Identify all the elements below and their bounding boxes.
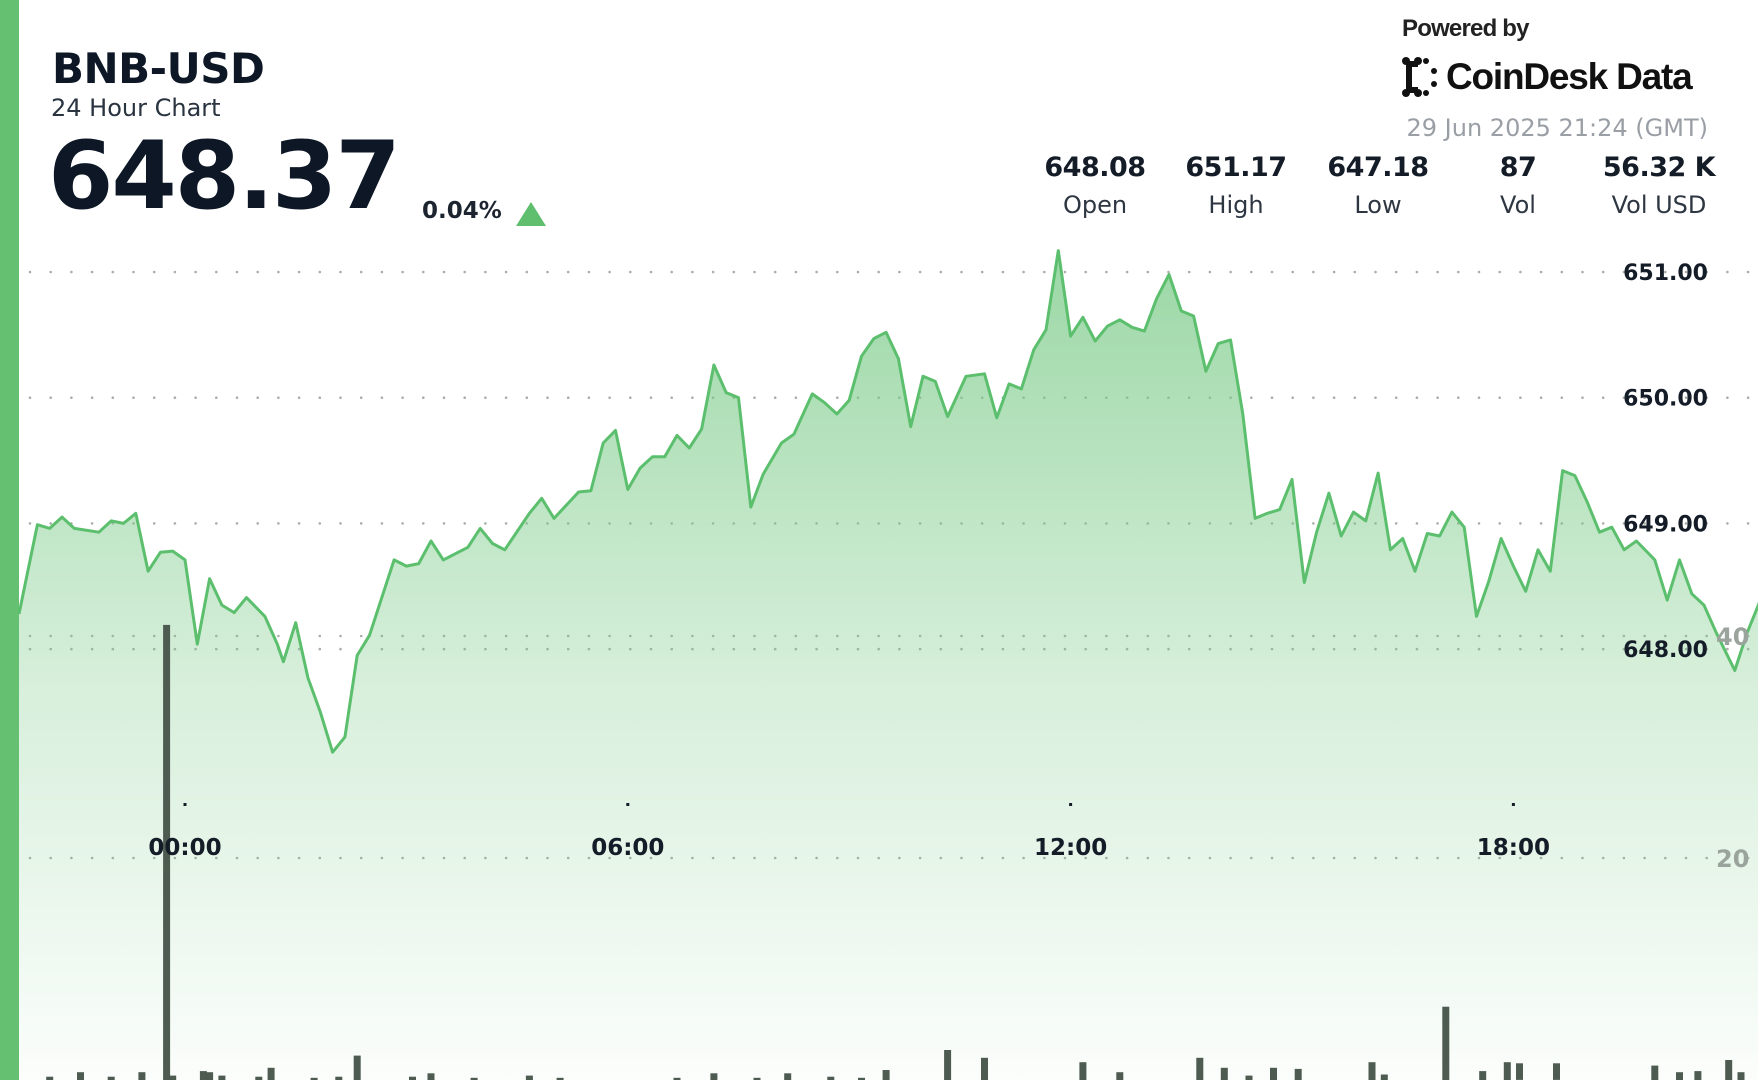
stat-label: Low [1354, 191, 1402, 219]
stat-value: 87 [1499, 152, 1537, 183]
x-tick-mark [1069, 803, 1073, 806]
current-price: 648.37 [48, 122, 401, 231]
volume-bar [163, 624, 171, 1080]
volume-bar [1220, 1067, 1228, 1080]
timestamp: 29 Jun 2025 21:24 (GMT) [1406, 114, 1709, 142]
volume-bar [1368, 1062, 1376, 1080]
volume-bar [944, 1050, 952, 1080]
volume-bar [199, 1071, 207, 1080]
volume-bar [218, 1075, 226, 1080]
accent-bar [0, 0, 19, 1080]
volume-bar [169, 1075, 177, 1080]
powered-by-label: Powered by [1402, 15, 1530, 42]
symbol-title: BNB-USD [52, 44, 265, 93]
volume-bar [753, 1077, 761, 1080]
volume-bar [784, 1073, 792, 1080]
volume-bar [1245, 1075, 1253, 1080]
stat-value: 651.17 [1185, 152, 1287, 183]
price-axis-label: 649.00 [1623, 512, 1708, 537]
stat-label: Open [1062, 191, 1128, 219]
volume-bar [525, 1075, 533, 1080]
volume-bar [310, 1077, 318, 1080]
coindesk-logo-icon [1402, 57, 1437, 97]
volume-bar [138, 1072, 146, 1080]
stat-high: 651.17 High [1161, 152, 1311, 219]
price-gridline [28, 270, 1750, 274]
volume-bar [1196, 1057, 1204, 1080]
volume-bar [427, 1073, 435, 1080]
stat-vol: 87 Vol [1443, 152, 1593, 219]
volume-bar [77, 1072, 84, 1080]
price-axis-label: 650.00 [1623, 387, 1708, 412]
stat-value: 648.08 [1044, 152, 1146, 183]
volume-bar [1503, 1062, 1511, 1080]
stat-vol-usd: 56.32 K Vol USD [1584, 152, 1734, 219]
stat-value: 56.32 K [1602, 152, 1716, 183]
volume-bar [556, 1077, 564, 1080]
time-axis-label: 12:00 [1034, 835, 1107, 861]
volume-bar [409, 1076, 416, 1080]
price-area-fill [19, 250, 1758, 1080]
triangle-up-icon [516, 202, 546, 226]
volume-bar [1294, 1068, 1302, 1080]
volume-bar [255, 1076, 263, 1080]
volume-bar [1270, 1067, 1277, 1080]
volume-bar [1516, 1063, 1523, 1080]
price-axis-label: 651.00 [1623, 261, 1708, 286]
brand-name: CoinDesk Data [1446, 56, 1693, 97]
price-axis-label: 648.00 [1623, 638, 1708, 663]
price-line [17, 249, 1758, 754]
volume-bar [882, 1070, 890, 1080]
time-axis-label: 06:00 [591, 835, 664, 861]
volume-bar [267, 1067, 275, 1080]
volume-bar [858, 1077, 865, 1080]
volume-bar [1479, 1071, 1487, 1080]
volume-axis-label: 40 [1716, 623, 1749, 651]
x-tick-mark [626, 803, 630, 806]
time-axis-label: 18:00 [1477, 835, 1550, 861]
volume-bar [1725, 1060, 1733, 1080]
change-percent: 0.04% [422, 198, 502, 224]
stat-label: Vol USD [1611, 191, 1707, 219]
volume-bar [353, 1055, 361, 1080]
volume-bar [1116, 1072, 1124, 1080]
volume-bar [710, 1073, 718, 1080]
x-tick-mark [1511, 803, 1515, 806]
stat-label: High [1208, 191, 1264, 219]
volume-axis-label: 20 [1716, 845, 1749, 873]
volume-bar [335, 1076, 343, 1080]
stat-label: Vol [1500, 191, 1536, 219]
volume-bar [981, 1057, 988, 1080]
volume-bar [1676, 1072, 1683, 1080]
volume-bar [1651, 1065, 1659, 1080]
volume-bar [1442, 1006, 1450, 1080]
stat-open: 648.08 Open [1020, 152, 1170, 219]
volume-bar [1737, 1072, 1745, 1080]
volume-bar [1694, 1071, 1702, 1080]
volume-bar [1380, 1074, 1388, 1080]
brand-logo[interactable]: CoinDesk Data [1400, 56, 1693, 98]
volume-bar [827, 1076, 835, 1080]
volume-bar [1079, 1062, 1087, 1080]
volume-bar [1553, 1063, 1560, 1080]
time-axis-label: 00:00 [148, 835, 221, 861]
volume-bar [46, 1076, 54, 1080]
x-tick-mark [183, 803, 187, 806]
volume-bar [673, 1077, 681, 1080]
volume-bar [107, 1076, 115, 1080]
volume-bar [206, 1072, 214, 1080]
chart-subtitle: 24 Hour Chart [51, 94, 221, 122]
stat-low: 647.18 Low [1303, 152, 1453, 219]
stat-value: 647.18 [1327, 152, 1429, 183]
volume-bar [470, 1077, 478, 1080]
